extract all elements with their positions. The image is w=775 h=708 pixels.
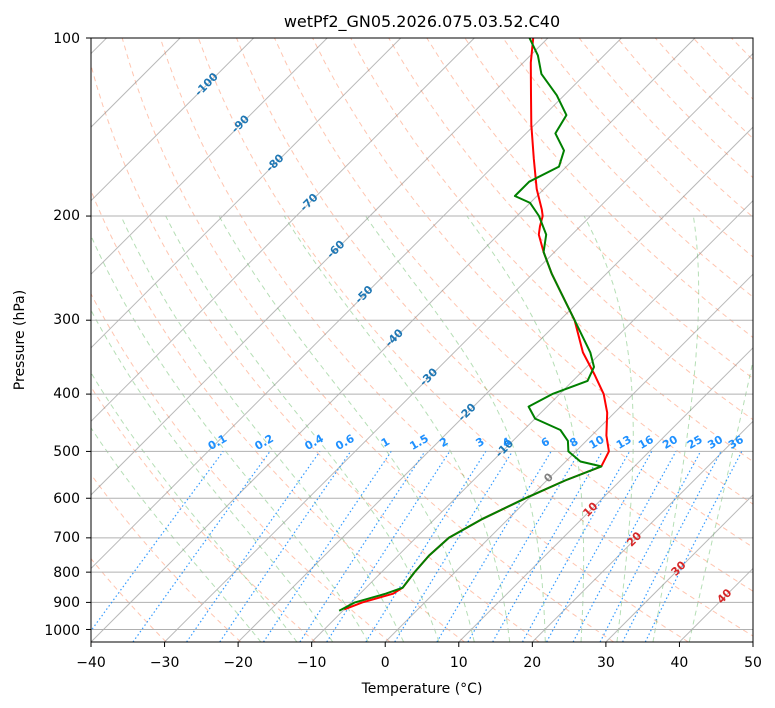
moist-adiabat: [688, 358, 753, 642]
x-tick-label: 10: [450, 655, 468, 671]
dry-adiabat: [91, 473, 242, 642]
y-tick-label: 500: [53, 444, 80, 460]
isotherm: [91, 38, 475, 423]
y-tick-label: 600: [53, 491, 80, 507]
x-tick-label: 40: [670, 655, 688, 671]
dry-adiabat: [91, 292, 391, 642]
moist-adiabat: [466, 215, 585, 642]
isotherm: [752, 641, 753, 642]
mixing-ratio-line: [546, 451, 653, 642]
x-tick-label: 20: [523, 655, 541, 671]
mixing-ratio-line: [186, 451, 321, 642]
y-tick-label: 400: [53, 386, 80, 402]
dry-adiabat: [464, 38, 753, 339]
y-tick-label: 100: [53, 31, 80, 47]
moist-adiabat: [283, 215, 511, 642]
x-tickmarks: [90, 642, 754, 647]
isotherm: [91, 38, 402, 349]
x-tick-label: 50: [744, 655, 762, 671]
dry-adiabat: [770, 38, 775, 642]
isotherm: [605, 494, 753, 642]
plot-area: [91, 38, 753, 642]
y-tickmarks: [86, 37, 91, 630]
x-axis: −40 −30 −20 −10 0 10 20 30 40 50: [76, 655, 762, 671]
dry-adiabat: [502, 38, 753, 298]
dry-adiabat: [312, 38, 753, 505]
isotherm: [458, 347, 753, 642]
isotherm: [91, 38, 328, 275]
dry-adiabat: [159, 38, 689, 642]
moist-adiabat: [652, 215, 700, 642]
mixing-ratio-line: [521, 451, 631, 642]
moist-adiabat: [91, 234, 369, 642]
isotherm: [91, 38, 696, 642]
y-tick-label: 1000: [44, 623, 80, 639]
isotherm: [531, 420, 753, 642]
x-tick-label: 30: [597, 655, 615, 671]
x-tick-label: −20: [223, 655, 253, 671]
isotherm: [91, 38, 549, 496]
x-tick-label: −10: [297, 655, 327, 671]
dry-adiabat: [274, 38, 753, 548]
y-tick-label: 900: [53, 595, 80, 611]
dry-adiabat: [121, 38, 614, 642]
isotherm: [91, 38, 255, 202]
moist-adiabat: [165, 215, 440, 642]
y-axis-label: Pressure (hPa): [12, 290, 28, 390]
chart-title: wetPf2_GN05.2026.075.03.52.C40: [284, 12, 560, 32]
dry-adiabat: [91, 189, 465, 642]
mixing-ratio-line: [572, 451, 677, 642]
mixing-ratio-line: [299, 451, 426, 642]
moist-adiabat: [120, 215, 405, 642]
mixing-ratio-line: [91, 451, 224, 632]
mixing-ratio-line: [262, 451, 392, 642]
mixing-ratio-line: [219, 451, 352, 642]
moist-adiabat: [365, 215, 546, 642]
moist-adiabat: [91, 309, 334, 642]
isotherm: [91, 38, 622, 570]
isotherm: [164, 52, 753, 642]
x-axis-label: Temperature (°C): [361, 681, 483, 697]
mixing-ratio-line: [394, 451, 513, 642]
y-tick-label: 200: [53, 208, 80, 224]
isotherm: [384, 273, 753, 642]
dry-adiabat: [388, 38, 753, 421]
dewpoint-profile: [338, 38, 603, 612]
dry-adiabat: [91, 385, 316, 642]
plot-frame: [90, 37, 754, 643]
dry-adiabat: [91, 557, 167, 642]
mixing-ratio-line: [132, 451, 271, 642]
moist-adiabat: [583, 215, 634, 642]
y-tick-label: 800: [53, 565, 80, 581]
y-tick-label: 700: [53, 530, 80, 546]
profiles: [338, 38, 610, 612]
isotherm: [237, 126, 753, 642]
dry-adiabat: [91, 63, 540, 642]
moist-adiabat: [91, 371, 298, 642]
x-tick-label: −30: [150, 655, 180, 671]
mixing-ratio-line: [644, 451, 743, 642]
x-tick-label: 0: [381, 655, 390, 671]
dry-adiabat: [350, 38, 753, 463]
dry-adiabat: [236, 38, 753, 592]
mixing-ratio-line: [326, 451, 451, 642]
isotherm: [311, 199, 753, 642]
x-tick-label: −40: [76, 655, 106, 671]
y-tick-label: 300: [53, 312, 80, 328]
y-axis: 100 200 300 400 500 600 700 800 900 1000: [44, 31, 80, 639]
moist-adiabat: [91, 427, 262, 642]
background-lines: [91, 38, 775, 642]
moist-adiabat: [218, 215, 475, 642]
